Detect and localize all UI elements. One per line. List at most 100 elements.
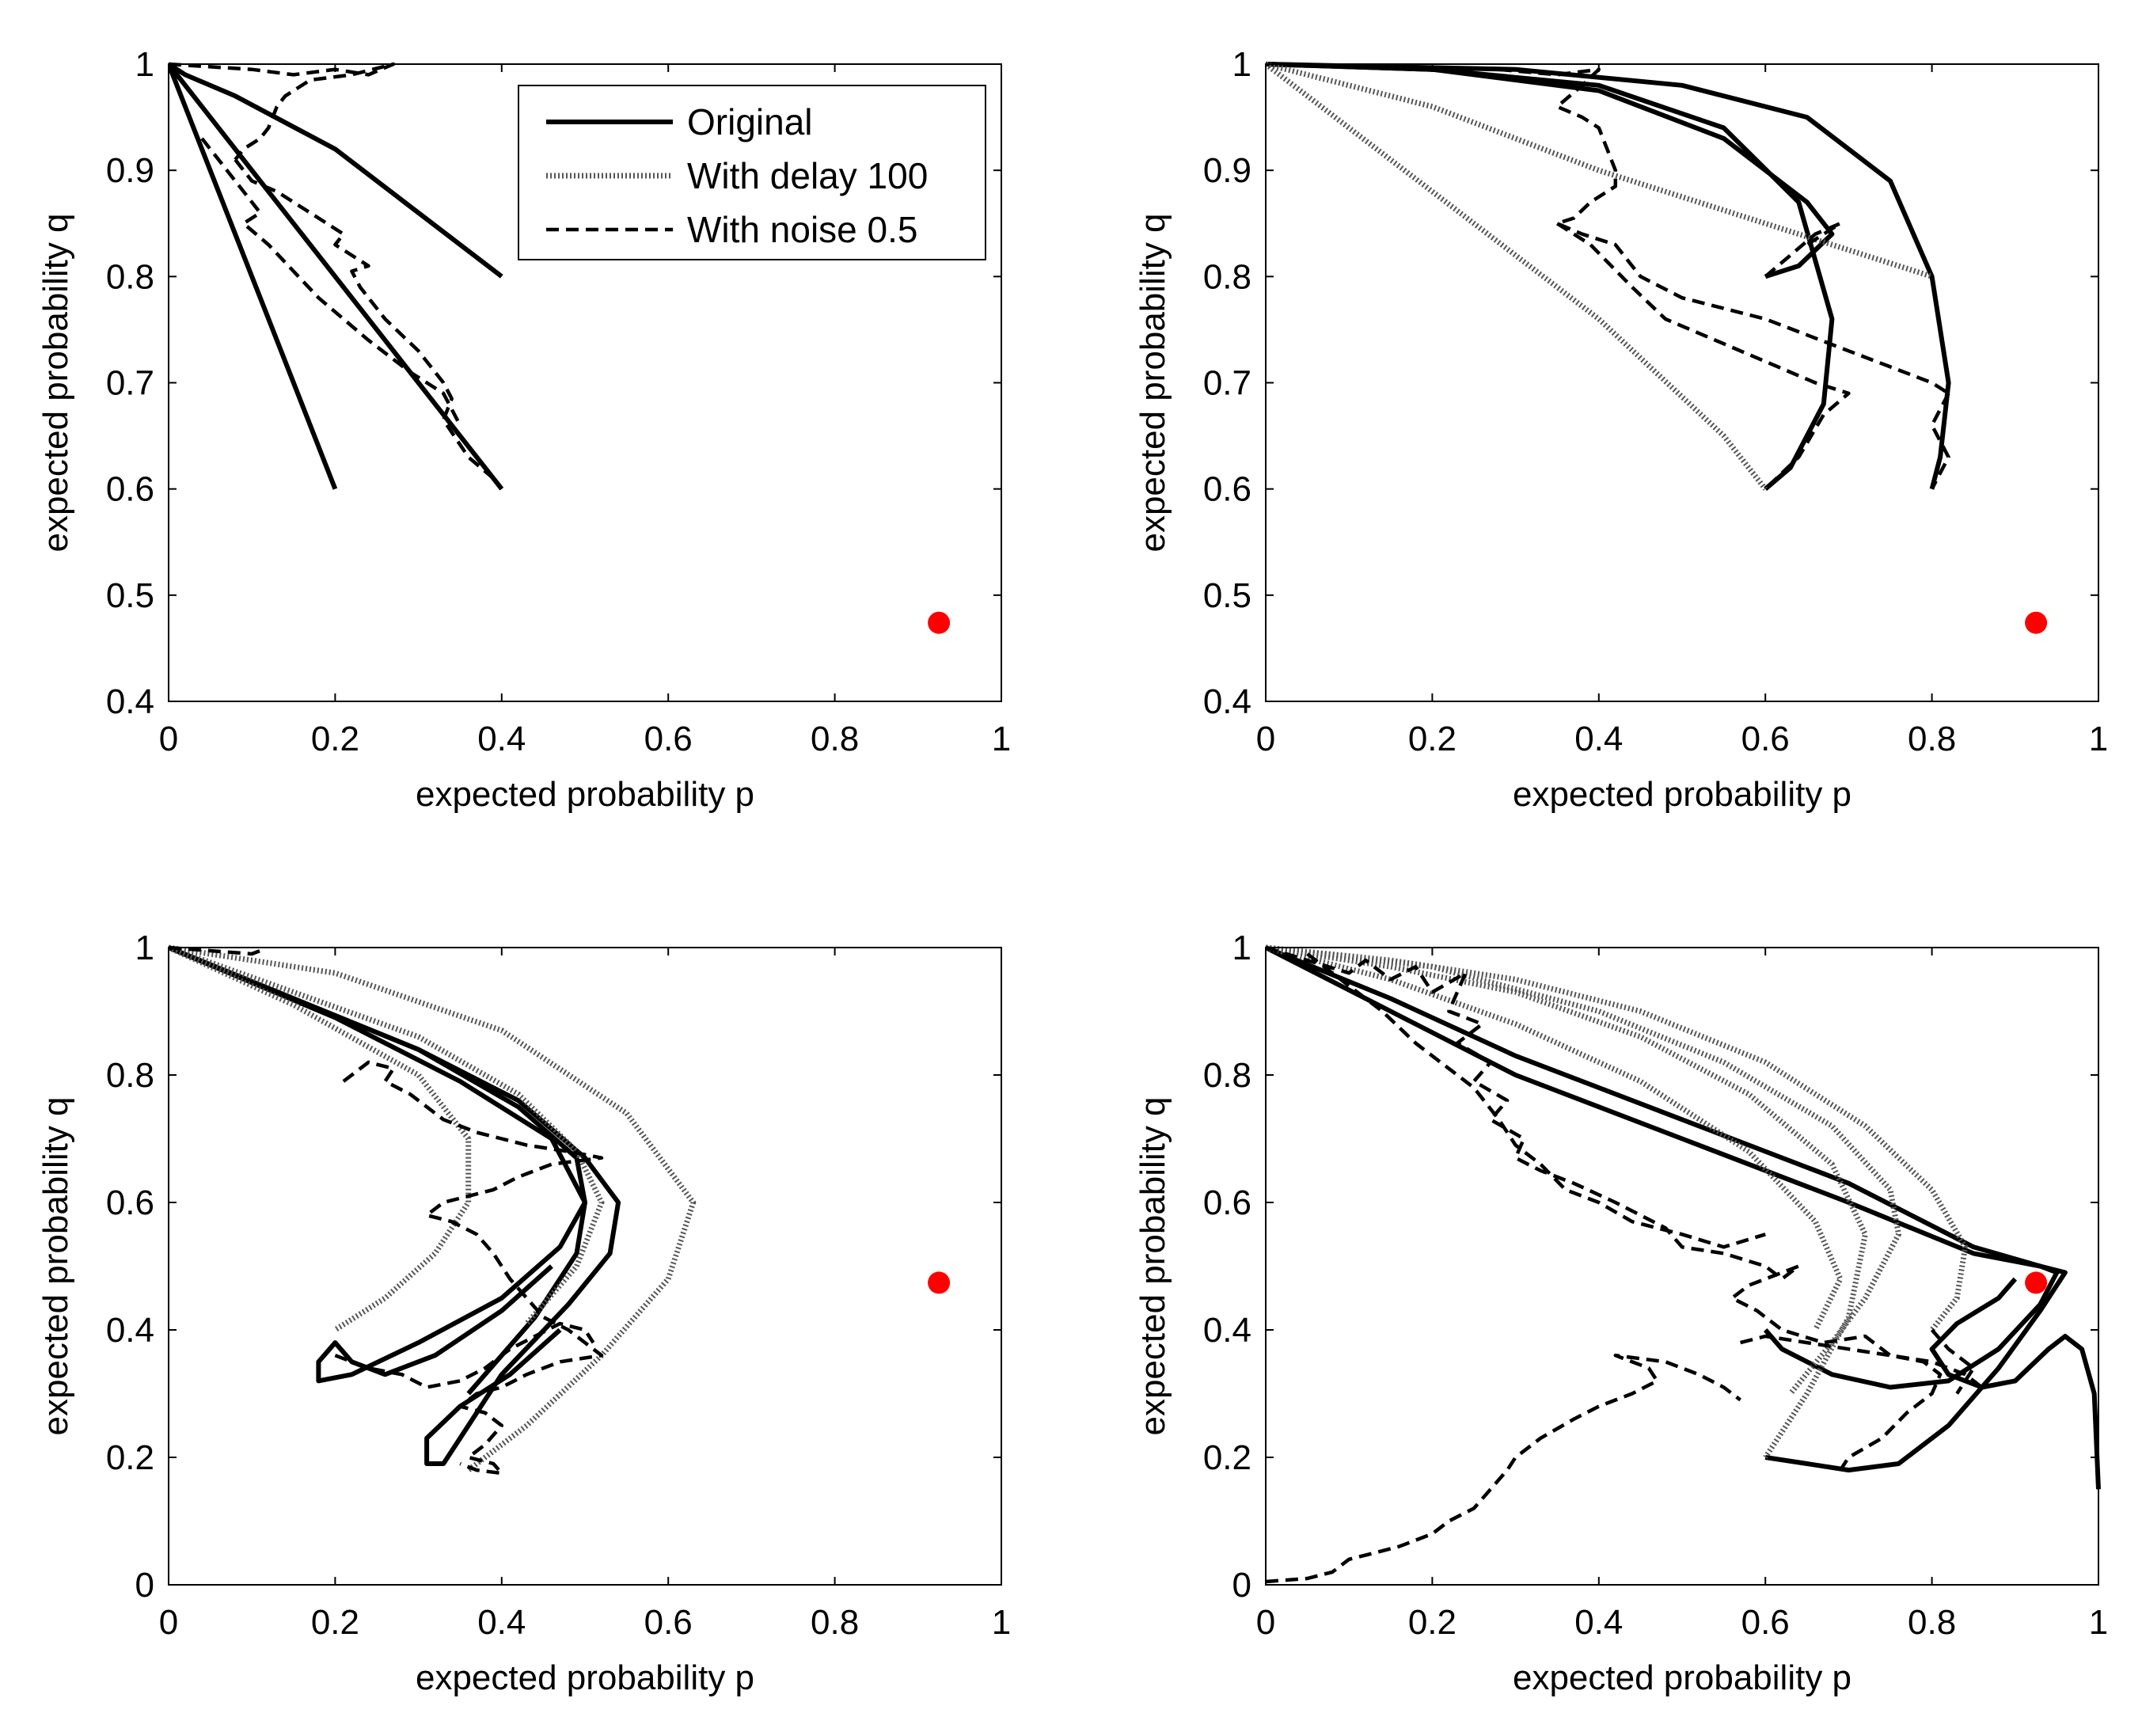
x-tick-label: 0.6	[1741, 1603, 1790, 1642]
legend: Original With delay 100 With noise 0.5	[518, 85, 986, 260]
chart-panel-bottom-left: 0 0.2 0.4 0.6 0.8 1 0 0.2 0.4 0.6 0.8 1 expected pro…	[36, 929, 1011, 1697]
legend-label: With delay 100	[687, 155, 928, 196]
series-group	[169, 62, 504, 491]
series-line-solid-1	[1266, 62, 1835, 491]
x-tick-label: 0.4	[1574, 1603, 1623, 1642]
y-tick-label: 0	[135, 1566, 154, 1605]
x-tick-label: 0.2	[1408, 720, 1456, 758]
chart-panel-bottom-right: 0 0.2 0.4 0.6 0.8 1 0 0.2 0.4 0.6 0.8 1 expected pro…	[1134, 929, 2108, 1697]
series-line-solid-1	[1266, 945, 2068, 1473]
x-tick-label: 0.4	[477, 720, 526, 758]
series-line-dashed-8	[334, 1321, 595, 1389]
x-tick-label: 0.8	[811, 1603, 859, 1642]
series-line-solid-2	[1266, 62, 1951, 490]
series-line-dashed-11	[1930, 1328, 1976, 1395]
y-axis-label: expected probability q	[1134, 213, 1172, 552]
x-tick-label: 0.4	[1574, 720, 1623, 758]
x-tick-label: 0.6	[644, 1603, 693, 1642]
y-tick-label: 0.4	[106, 682, 154, 721]
series-line-dashed-5	[1498, 67, 1950, 395]
series-line-dashed-9	[1266, 1353, 1741, 1584]
y-tick-label: 0.8	[1203, 1056, 1251, 1095]
x-axis-label: expected probability p	[1513, 1658, 1851, 1697]
series-line-dashed-8	[1306, 952, 1766, 1249]
series-line-solid-0	[169, 945, 621, 1466]
y-tick-label: 0.6	[106, 470, 154, 509]
series-line-dashed-5	[200, 137, 462, 427]
y-tick-label: 0.4	[106, 1311, 154, 1350]
equilibrium-point	[928, 611, 951, 634]
y-tick-label: 0.5	[106, 576, 154, 615]
y-tick-label: 0.6	[1203, 470, 1251, 509]
series-group	[169, 944, 697, 1476]
y-tick-label: 0.4	[1203, 1311, 1251, 1350]
y-axis-label: expected probability q	[36, 213, 75, 552]
x-tick-label: 0.2	[1408, 1603, 1456, 1642]
x-tick-label: 1	[2089, 720, 2108, 758]
series-line-dotted-6	[1266, 944, 1901, 1396]
series-line-dotted-5	[169, 944, 605, 1326]
series-line-dashed-6	[1555, 222, 1851, 491]
x-tick-label: 1	[992, 1603, 1011, 1642]
series-line-dashed-4	[234, 158, 503, 491]
y-tick-label: 1	[135, 929, 154, 967]
y-tick-label: 0.5	[1203, 576, 1251, 615]
x-tick-label: 0.8	[1908, 1603, 1956, 1642]
series-group	[1266, 61, 1951, 491]
x-tick-label: 0.8	[1908, 720, 1956, 758]
y-axis-label: expected probability q	[1134, 1096, 1172, 1435]
legend-label: With noise 0.5	[687, 209, 917, 250]
x-tick-label: 0.6	[644, 720, 693, 758]
y-tick-label: 0.2	[1203, 1438, 1251, 1477]
equilibrium-point	[2025, 611, 2048, 634]
series-line-dotted-5	[1266, 944, 1844, 1331]
x-axis-label: expected probability p	[416, 1658, 754, 1697]
x-tick-label: 0.8	[811, 720, 859, 758]
series-line-dashed-8	[1930, 392, 1950, 490]
x-tick-label: 1	[2089, 1603, 2108, 1642]
y-tick-label: 1	[1232, 929, 1251, 967]
series-line-dashed-6	[169, 945, 261, 956]
chart-panel-top-left: 0 0.2 0.4 0.6 0.8 1 0.4 0.5 0.6 0.7 0.8 0.9 1 expecte…	[36, 45, 1011, 814]
series-line-solid-2	[169, 63, 338, 490]
x-tick-label: 0.2	[311, 720, 359, 758]
series-line-dotted-3	[1266, 944, 1969, 1332]
y-tick-label: 0.8	[106, 257, 154, 296]
series-line-dashed-10	[1740, 1334, 1984, 1389]
equilibrium-point	[928, 1271, 951, 1294]
series-line-dotted-4	[1266, 62, 1768, 491]
y-tick-label: 1	[135, 45, 154, 84]
series-group	[1266, 944, 2101, 1584]
y-tick-label: 0.6	[106, 1183, 154, 1222]
y-tick-label: 0.2	[106, 1438, 154, 1477]
x-tick-label: 0	[1256, 720, 1275, 758]
x-axis-label: expected probability p	[1513, 775, 1851, 814]
y-tick-label: 0.8	[1203, 257, 1251, 296]
x-tick-label: 0	[159, 720, 178, 758]
axes-box	[1265, 947, 2099, 1586]
y-tick-label: 1	[1232, 45, 1251, 84]
axes-box	[168, 947, 1002, 1586]
x-tick-label: 0.2	[311, 1603, 359, 1642]
x-tick-label: 0.4	[477, 1603, 526, 1642]
series-line-dashed-7	[342, 1060, 604, 1476]
y-tick-label: 0.8	[106, 1056, 154, 1095]
y-tick-label: 0.7	[1203, 364, 1251, 403]
x-tick-label: 0	[159, 1603, 178, 1642]
x-axis-label: expected probability p	[416, 775, 754, 814]
y-tick-label: 0.9	[106, 151, 154, 190]
series-line-solid-0	[169, 62, 503, 279]
series-line-dotted-3	[1266, 61, 1933, 279]
x-tick-label: 0.6	[1741, 720, 1790, 758]
y-tick-label: 0	[1232, 1566, 1251, 1605]
y-axis-label: expected probability q	[36, 1096, 75, 1435]
series-line-dotted-3	[169, 944, 697, 1472]
series-line-solid-2	[1929, 1277, 2101, 1490]
equilibrium-point	[2025, 1271, 2048, 1294]
y-tick-label: 0.4	[1203, 682, 1251, 721]
legend-label: Original	[687, 101, 813, 142]
chart-panel-top-right: 0 0.2 0.4 0.6 0.8 1 0.4 0.5 0.6 0.7 0.8 0.9 1 expecte…	[1134, 45, 2108, 814]
y-tick-label: 0.7	[106, 364, 154, 403]
